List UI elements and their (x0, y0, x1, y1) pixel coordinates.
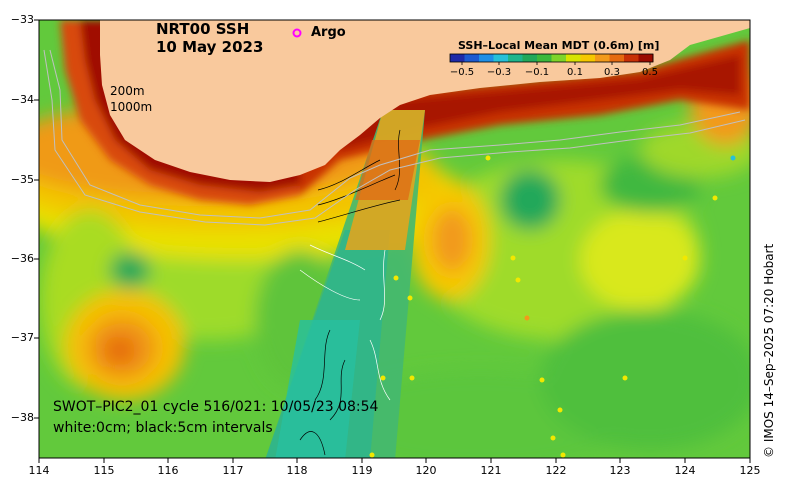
x-tick-label: 119 (351, 464, 373, 477)
credit-text: © IMOS 14–Sep–2025 07:20 Hobart (762, 243, 776, 458)
colorbar-tick: −0.3 (486, 67, 512, 78)
colorbar-segment (580, 54, 596, 62)
argo-legend-label: Argo (311, 25, 346, 40)
colorbar-tick: 0.3 (604, 67, 620, 78)
colorbar-segment (464, 54, 480, 62)
axis-ticks (34, 19, 751, 463)
y-tick-label: −35 (10, 173, 34, 186)
colorbar-segment (595, 54, 610, 62)
argo-floats (292, 28, 736, 458)
contour-label-1000m: 1000m (110, 100, 153, 114)
y-tick-label: −33 (10, 13, 34, 26)
swot-caption-line1: SWOT–PIC2_01 cycle 516/021: 10/05/23 08:… (53, 399, 379, 415)
title-date: 10 May 2023 (156, 38, 264, 56)
colorbar-tick: 0.1 (567, 67, 583, 78)
colorbar-tick: −0.1 (524, 67, 550, 78)
colorbar-title: SSH–Local Mean MDT (0.6m) [m] (458, 39, 660, 52)
colorbar-segment (638, 54, 654, 62)
x-tick-label: 125 (739, 464, 761, 477)
colorbar-segment (551, 54, 567, 62)
colorbar-segment (479, 54, 494, 62)
bathymetry-contours (43, 49, 746, 226)
swot-caption-line2: white:0cm; black:5cm intervals (53, 420, 273, 436)
x-tick-label: 117 (222, 464, 244, 477)
title-product: NRT00 SSH (156, 20, 250, 38)
argo-legend-marker (292, 28, 302, 38)
x-tick-label: 124 (674, 464, 696, 477)
colorbar-segment (450, 54, 465, 62)
plot-frame (38, 19, 751, 459)
swot-swath (265, 110, 425, 458)
y-tick-label: −37 (10, 331, 34, 344)
colorbar-segment (566, 54, 581, 62)
x-tick-label: 116 (157, 464, 179, 477)
x-tick-label: 118 (286, 464, 308, 477)
colorbar-segment (624, 54, 639, 62)
x-tick-label: 115 (93, 464, 115, 477)
y-tick-label: −34 (10, 93, 34, 106)
colorbar-tick: 0.5 (642, 67, 658, 78)
colorbar-segment (609, 54, 625, 62)
x-tick-label: 121 (480, 464, 502, 477)
y-tick-label: −36 (10, 252, 34, 265)
colorbar-segment (508, 54, 523, 62)
colorbar-segment (537, 54, 552, 62)
x-tick-label: 122 (545, 464, 567, 477)
x-tick-label: 120 (415, 464, 437, 477)
x-tick-label: 114 (28, 464, 50, 477)
colorbar-segment (493, 54, 509, 62)
colorbar-tick: −0.5 (449, 67, 475, 78)
contour-label-200m: 200m (110, 84, 145, 98)
y-tick-label: −38 (10, 411, 34, 424)
colorbar (449, 53, 654, 65)
x-tick-label: 123 (609, 464, 631, 477)
colorbar-segment (522, 54, 538, 62)
